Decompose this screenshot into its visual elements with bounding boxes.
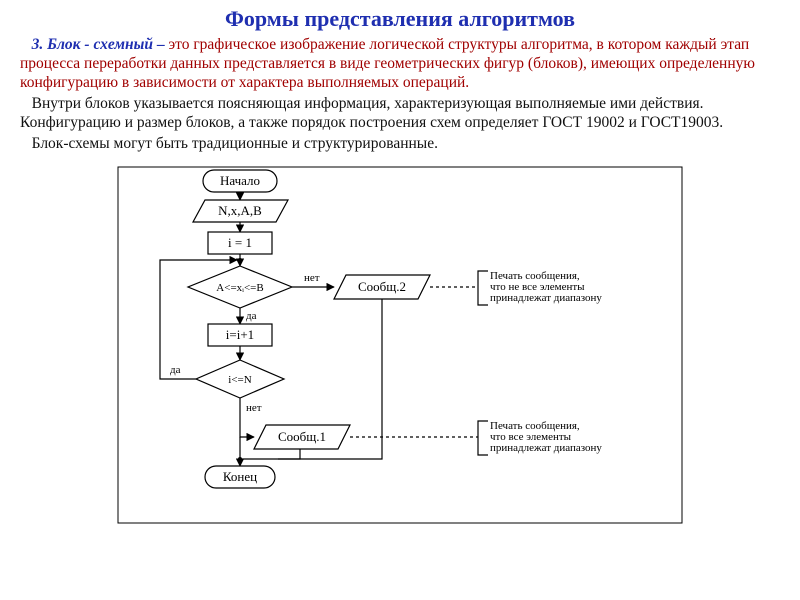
svg-text:i=i+1: i=i+1: [226, 327, 254, 342]
page-title: Формы представления алгоритмов: [20, 6, 780, 32]
node-init: i = 1: [208, 232, 272, 254]
svg-text:i<=N: i<=N: [228, 374, 251, 386]
label-dec1-yes: да: [246, 310, 257, 322]
node-io-input: N,x,A,B: [193, 200, 288, 222]
dash: –: [153, 36, 169, 53]
node-msg2: Сообщ.2: [334, 275, 430, 299]
paragraph-definition: 3. Блок - схемный – это графическое изоб…: [20, 36, 780, 93]
svg-text:принадлежат диапазону: принадлежат диапазону: [490, 442, 602, 454]
node-end: Конец: [205, 466, 275, 488]
label-dec1-no: нет: [304, 272, 320, 284]
annotation-msg1: Печать сообщения, что все элементы прина…: [350, 420, 602, 455]
node-msg1: Сообщ.1: [254, 425, 350, 449]
svg-text:Начало: Начало: [220, 173, 260, 188]
lead-term: 3. Блок - схемный –: [20, 36, 168, 53]
svg-text:Сообщ.2: Сообщ.2: [358, 279, 406, 294]
paragraph-types: Блок-схемы могут быть традиционные и стр…: [20, 135, 780, 154]
label-dec2-no: нет: [246, 402, 262, 414]
svg-text:Конец: Конец: [223, 469, 257, 484]
edge-msg1-end: [278, 449, 300, 459]
label-dec2-yes: да: [170, 364, 181, 376]
svg-text:A<=xᵢ<=B: A<=xᵢ<=B: [216, 282, 263, 294]
junction-end: [238, 457, 242, 461]
paragraph-gost: Внутри блоков указывается поясняющая инф…: [20, 95, 780, 133]
svg-text:Сообщ.1: Сообщ.1: [278, 429, 326, 444]
edge-dec2-msg1: [240, 419, 254, 437]
node-decision-range: A<=xᵢ<=B: [188, 266, 292, 308]
svg-text:i = 1: i = 1: [228, 235, 252, 250]
annotation-msg2: Печать сообщения, что не все элементы пр…: [430, 270, 602, 305]
svg-text:N,x,A,B: N,x,A,B: [218, 203, 262, 218]
node-decision-loop: i<=N: [196, 360, 284, 398]
node-increment: i=i+1: [208, 324, 272, 346]
node-start: Начало: [203, 170, 277, 192]
indent: [20, 36, 32, 53]
junction-loop: [238, 258, 242, 262]
svg-text:принадлежат диапазону: принадлежат диапазону: [490, 292, 602, 304]
flowchart: Начало N,x,A,B i = 1 A<=xᵢ<=B нет Сообщ.…: [110, 159, 690, 531]
term: 3. Блок - схемный: [32, 36, 153, 53]
